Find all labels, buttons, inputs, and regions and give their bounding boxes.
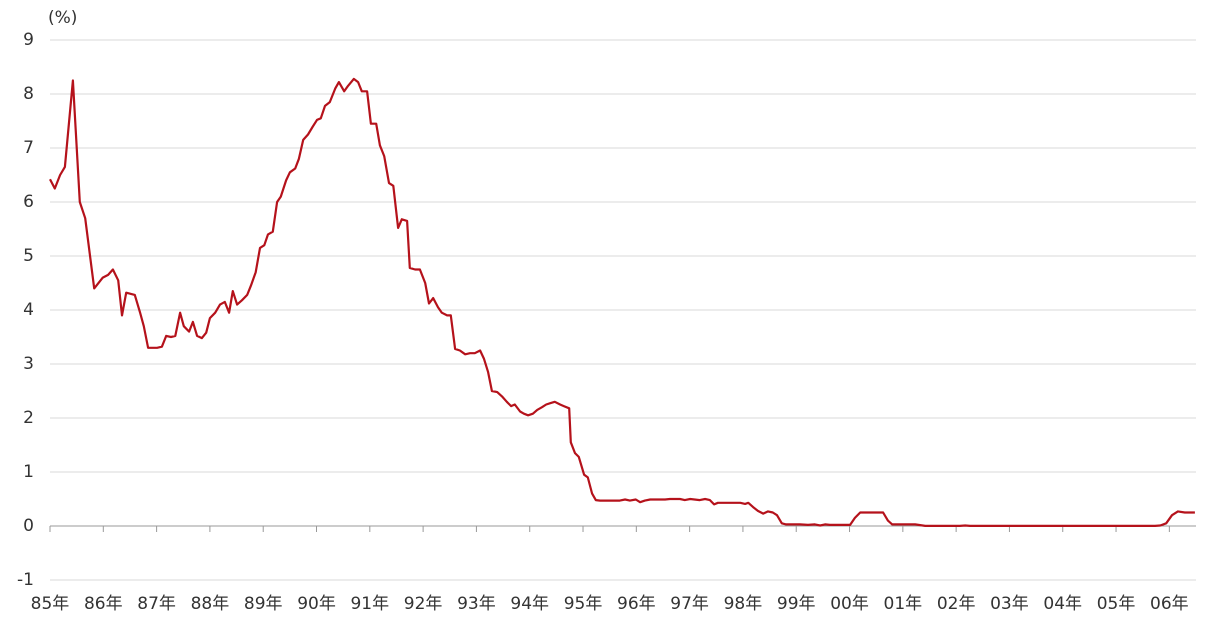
x-tick-label: 89年 [244,594,283,614]
x-tick-label: 05年 [1097,594,1136,614]
x-tick-label: 98年 [724,594,763,614]
x-tick-label: 85年 [31,594,70,614]
x-tick-label: 00年 [830,594,869,614]
y-tick-label: 2 [23,408,34,428]
y-axis-unit: (%) [48,8,77,28]
y-tick-label: 6 [23,192,34,212]
x-tick-label: 97年 [670,594,709,614]
y-tick-label: 8 [23,84,34,104]
y-tick-label: 5 [23,246,34,266]
x-tick-label: 91年 [350,594,389,614]
x-tick-label: 87年 [137,594,176,614]
data-line [49,77,1195,527]
y-tick-label: 7 [23,138,34,158]
y-tick-label: -1 [17,570,34,590]
y-tick-label: 3 [23,354,34,374]
x-tick-label: 88年 [191,594,230,614]
x-tick-label: 06年 [1150,594,1189,614]
x-tick-label: 90年 [297,594,336,614]
x-tick-label: 96年 [617,594,656,614]
x-tick-label: 02年 [937,594,976,614]
x-tick-label: 94年 [510,594,549,614]
x-tick-label: 93年 [457,594,496,614]
x-tick-label: 86年 [84,594,123,614]
x-tick-label: 95年 [564,594,603,614]
x-tick-label: 92年 [404,594,443,614]
y-tick-label: 9 [23,30,34,50]
x-tick-label: 03年 [990,594,1029,614]
x-tick-label: 99年 [777,594,816,614]
y-tick-label: 0 [23,516,34,536]
y-tick-label: 4 [23,300,34,320]
x-tick-label: 04年 [1043,594,1082,614]
x-tick-label: 01年 [884,594,923,614]
y-tick-label: 1 [23,462,34,482]
